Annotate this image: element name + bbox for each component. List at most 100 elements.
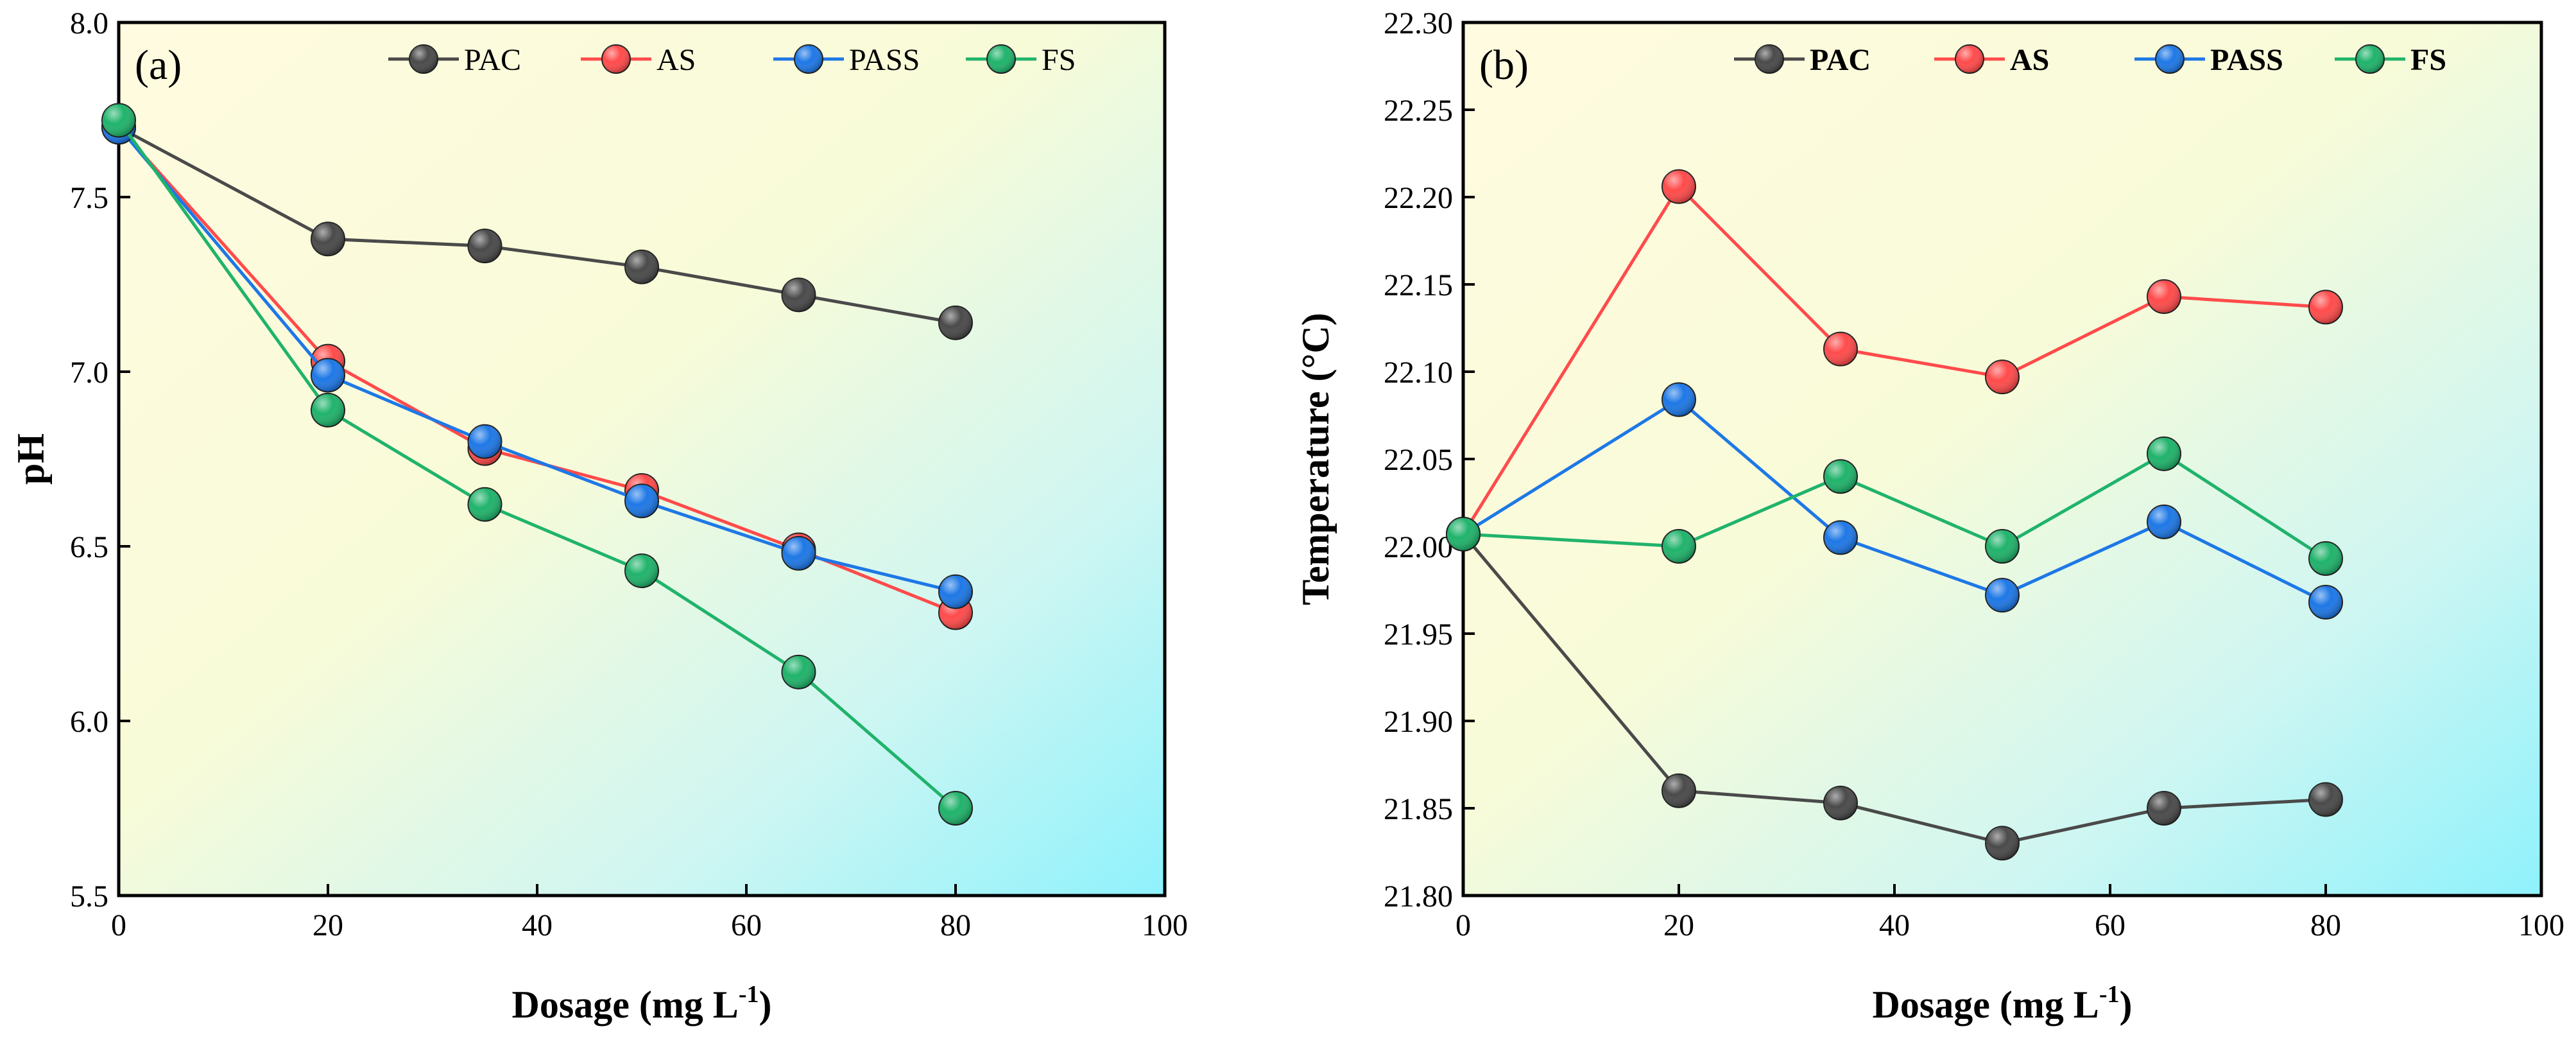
- series-line-fs: [117, 119, 957, 810]
- data-point-shine: [468, 229, 502, 263]
- y-tick-label: 7.0: [70, 356, 108, 390]
- x-tick-label: 100: [1142, 908, 1188, 942]
- y-tick-label: 22.00: [1384, 530, 1453, 564]
- data-point-shine: [1986, 360, 2019, 394]
- y-tick-label: 22.10: [1384, 356, 1453, 390]
- series-line-pass: [1462, 397, 2327, 604]
- y-tick-label: 6.0: [70, 705, 108, 739]
- data-point-shine: [1662, 169, 1696, 204]
- data-point-shine: [625, 250, 658, 284]
- series-line-pass: [117, 126, 956, 594]
- plot-frame: [1461, 21, 2543, 897]
- x-axis-title: Dosage (mg L-1): [512, 981, 772, 1026]
- series-line-as: [1461, 184, 2326, 535]
- legend-label: FS: [1042, 43, 1076, 77]
- data-point-shine: [782, 278, 816, 312]
- y-tick-label: 22.30: [1384, 6, 1453, 40]
- series-fs: [1446, 436, 2343, 576]
- data-point-shine: [939, 792, 972, 825]
- legend-marker-shine: [409, 45, 438, 73]
- plot-background: [119, 22, 1165, 896]
- panel-label: (a): [135, 42, 182, 89]
- y-tick-label: 5.5: [70, 880, 108, 914]
- data-point-shine: [939, 306, 972, 340]
- data-point-shine: [1986, 826, 2019, 860]
- data-point-shine: [625, 484, 658, 518]
- x-tick-label: 40: [522, 908, 553, 942]
- x-tick-label: 60: [2095, 908, 2125, 942]
- y-tick-label: 21.85: [1384, 792, 1453, 826]
- data-point-shine: [2309, 585, 2342, 620]
- data-point-shine: [1662, 774, 1696, 808]
- x-tick-label: 0: [1455, 908, 1471, 942]
- legend-label: PASS: [2210, 43, 2283, 77]
- legend-label: PAC: [1810, 43, 1871, 77]
- data-point-shine: [2147, 437, 2181, 471]
- x-tick-label: 100: [2518, 908, 2564, 942]
- data-point-shine: [311, 358, 345, 392]
- legend-marker-shine: [987, 45, 1015, 73]
- legend-label: FS: [2410, 43, 2446, 77]
- data-point-shine: [468, 424, 502, 458]
- data-point-shine: [102, 103, 135, 137]
- x-tick-label: 0: [111, 908, 126, 942]
- legend-marker-shine: [1755, 45, 1783, 73]
- y-tick-label: 22.05: [1384, 443, 1453, 477]
- y-tick-label: 21.90: [1384, 705, 1453, 739]
- data-point-shine: [1662, 530, 1696, 563]
- legend-marker-shine: [602, 45, 630, 73]
- legend-label: AS: [657, 43, 696, 77]
- legend-label: PASS: [849, 43, 920, 77]
- legend-label: PAC: [464, 43, 521, 77]
- x-tick-label: 20: [313, 908, 343, 942]
- data-point-shine: [1662, 383, 1696, 417]
- series-line-pac: [1462, 533, 2326, 845]
- series-fs: [101, 103, 973, 826]
- x-tick-label: 80: [2310, 908, 2341, 942]
- panel-label: (b): [1479, 42, 1529, 89]
- legend: PAC AS PASS FS: [1734, 43, 2446, 77]
- data-point-shine: [468, 487, 502, 521]
- plot-frame: [117, 21, 1167, 897]
- data-point-shine: [2147, 792, 2181, 825]
- x-tick-label: 60: [731, 908, 762, 942]
- legend: PAC AS PASS FS: [388, 43, 1076, 77]
- data-point-shine: [1824, 332, 1857, 366]
- data-point-shine: [2309, 290, 2342, 324]
- data-point-shine: [2147, 280, 2181, 314]
- data-point-shine: [311, 393, 345, 427]
- legend-label: AS: [2010, 43, 2049, 77]
- data-point-shine: [625, 554, 658, 588]
- x-tick-label: 20: [1663, 908, 1694, 942]
- legend-marker-shine: [794, 45, 823, 73]
- legend-marker-shine: [2156, 45, 2184, 73]
- y-tick-label: 7.5: [70, 181, 108, 215]
- series-line-fs: [1463, 451, 2327, 560]
- data-point-shine: [2147, 505, 2181, 539]
- series-line-pac: [117, 125, 956, 325]
- y-tick-label: 21.80: [1384, 880, 1453, 914]
- data-point-shine: [311, 222, 345, 256]
- data-point-shine: [1447, 517, 1480, 551]
- data-point-shine: [1824, 521, 1857, 555]
- data-point-shine: [2309, 542, 2342, 576]
- y-tick-label: 22.20: [1384, 181, 1453, 215]
- data-point-shine: [1986, 578, 2019, 612]
- data-point-shine: [2309, 783, 2342, 817]
- data-point-shine: [1986, 530, 2019, 563]
- x-tick-label: 40: [1879, 908, 1910, 942]
- plot-background: [1463, 22, 2541, 896]
- y-axis-title: Temperature (°C): [1294, 313, 1337, 605]
- panel-a: 5.5 6.0 6.5 7.0 7.5 8.0 0 20 40 60 80 100 Dosage (mg…: [10, 6, 1188, 1026]
- legend-marker-shine: [1955, 45, 1984, 73]
- x-axis-title: Dosage (mg L-1): [1873, 981, 2133, 1026]
- data-point-shine: [939, 575, 972, 609]
- y-tick-label: 6.5: [70, 530, 108, 564]
- y-tick-label: 22.25: [1384, 94, 1453, 128]
- data-point-shine: [1824, 786, 1857, 820]
- y-tick-label: 8.0: [70, 6, 108, 40]
- panel-b: 21.80 21.85 21.90 21.95 22.00 22.05 22.10 22.15…: [1294, 6, 2564, 1026]
- data-point-shine: [782, 655, 816, 689]
